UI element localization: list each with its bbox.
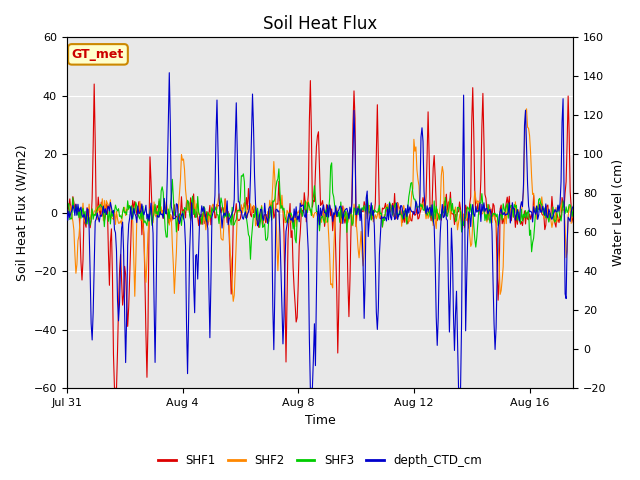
- Legend: SHF1, SHF2, SHF3, depth_CTD_cm: SHF1, SHF2, SHF3, depth_CTD_cm: [154, 449, 486, 472]
- X-axis label: Time: Time: [305, 414, 335, 427]
- Y-axis label: Water Level (cm): Water Level (cm): [612, 159, 625, 266]
- Y-axis label: Soil Heat Flux (W/m2): Soil Heat Flux (W/m2): [15, 144, 28, 281]
- Text: GT_met: GT_met: [72, 48, 124, 61]
- Title: Soil Heat Flux: Soil Heat Flux: [263, 15, 377, 33]
